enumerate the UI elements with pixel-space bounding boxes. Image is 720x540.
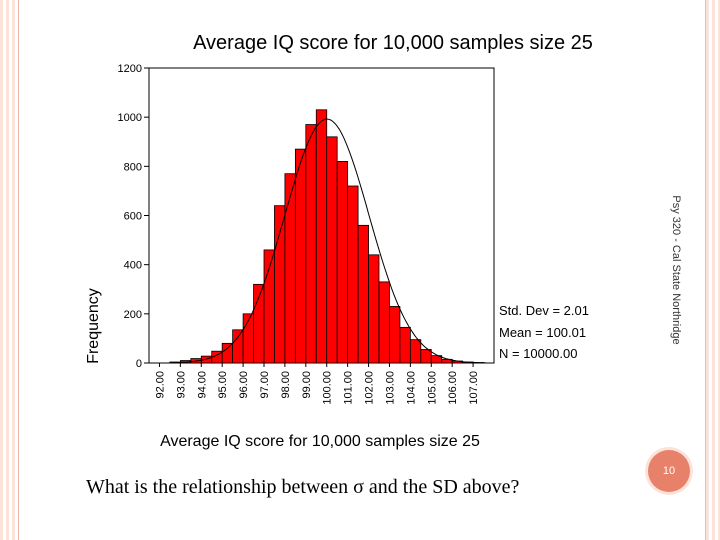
y-tick-label: 400 [124,260,142,272]
x-tick-label: 95.00 [217,371,229,399]
histogram-bar [420,349,432,364]
histogram-bar [274,205,286,364]
normal-curve [169,118,486,364]
left-decorative-border [0,0,19,540]
histogram-bar [347,185,359,364]
histogram-bar [232,329,244,364]
x-tick-label: 107.00 [468,371,480,405]
histogram-bar [294,148,307,364]
x-tick-label: 94.00 [196,371,208,399]
x-tick-label: 101.00 [343,371,355,405]
y-tick-label: 200 [124,309,142,321]
footer-question: What is the relationship between σ and t… [86,476,520,498]
stats-line: Mean = 100.01 [499,325,586,340]
x-axis-label: Average IQ score for 10,000 samples size… [160,433,480,450]
histogram-bar [389,306,401,364]
chart-title: Average IQ score for 10,000 samples size… [193,32,593,54]
y-axis: 0 200 400 600 800 1000 1200 [118,63,149,370]
x-tick-label: 105.00 [426,371,438,405]
page-number-badge: 10 [648,450,690,492]
histogram-bar [409,339,422,364]
y-tick-label: 600 [124,211,142,223]
x-tick-label: 96.00 [238,371,250,399]
side-caption: Psy 320 - Cal State Northridge [670,195,682,345]
histogram-bar [305,124,317,364]
histogram-bar [399,326,411,364]
histogram-bar [221,342,234,364]
y-tick-label: 1200 [118,63,142,75]
stats-line: Std. Dev = 2.01 [499,303,589,318]
x-tick-label: 102.00 [364,371,376,405]
x-tick-label: 93.00 [175,371,187,399]
x-tick-label: 100.00 [322,371,334,405]
x-tick-label: 104.00 [405,371,417,405]
x-tick-label: 106.00 [447,371,459,405]
x-axis: 92.00 93.00 94.00 95.00 96.00 97.00 98.00 99.00… [155,363,480,405]
y-axis-label: Frequency [85,288,102,364]
histogram-bar [326,136,338,364]
histogram-bar [357,224,369,364]
x-tick-label: 98.00 [280,371,292,399]
x-tick-label: 97.00 [259,371,271,399]
histogram-bar [378,281,390,364]
histogram-bar [368,254,380,364]
stats-box: Std. Dev = 2.01 Mean = 100.01 N = 10000.00 [499,303,589,361]
x-tick-label: 103.00 [385,371,397,405]
stats-line: N = 10000.00 [499,346,577,361]
histogram-bars [169,109,484,364]
histogram-bar [284,173,296,364]
histogram-bar [336,161,349,364]
x-tick-label: 92.00 [155,371,167,399]
y-tick-label: 1000 [118,112,142,124]
y-tick-label: 800 [124,161,142,173]
x-tick-label: 99.00 [301,371,313,399]
histogram-bar [315,109,328,364]
y-tick-label: 0 [136,358,142,370]
right-decorative-border [705,0,720,540]
